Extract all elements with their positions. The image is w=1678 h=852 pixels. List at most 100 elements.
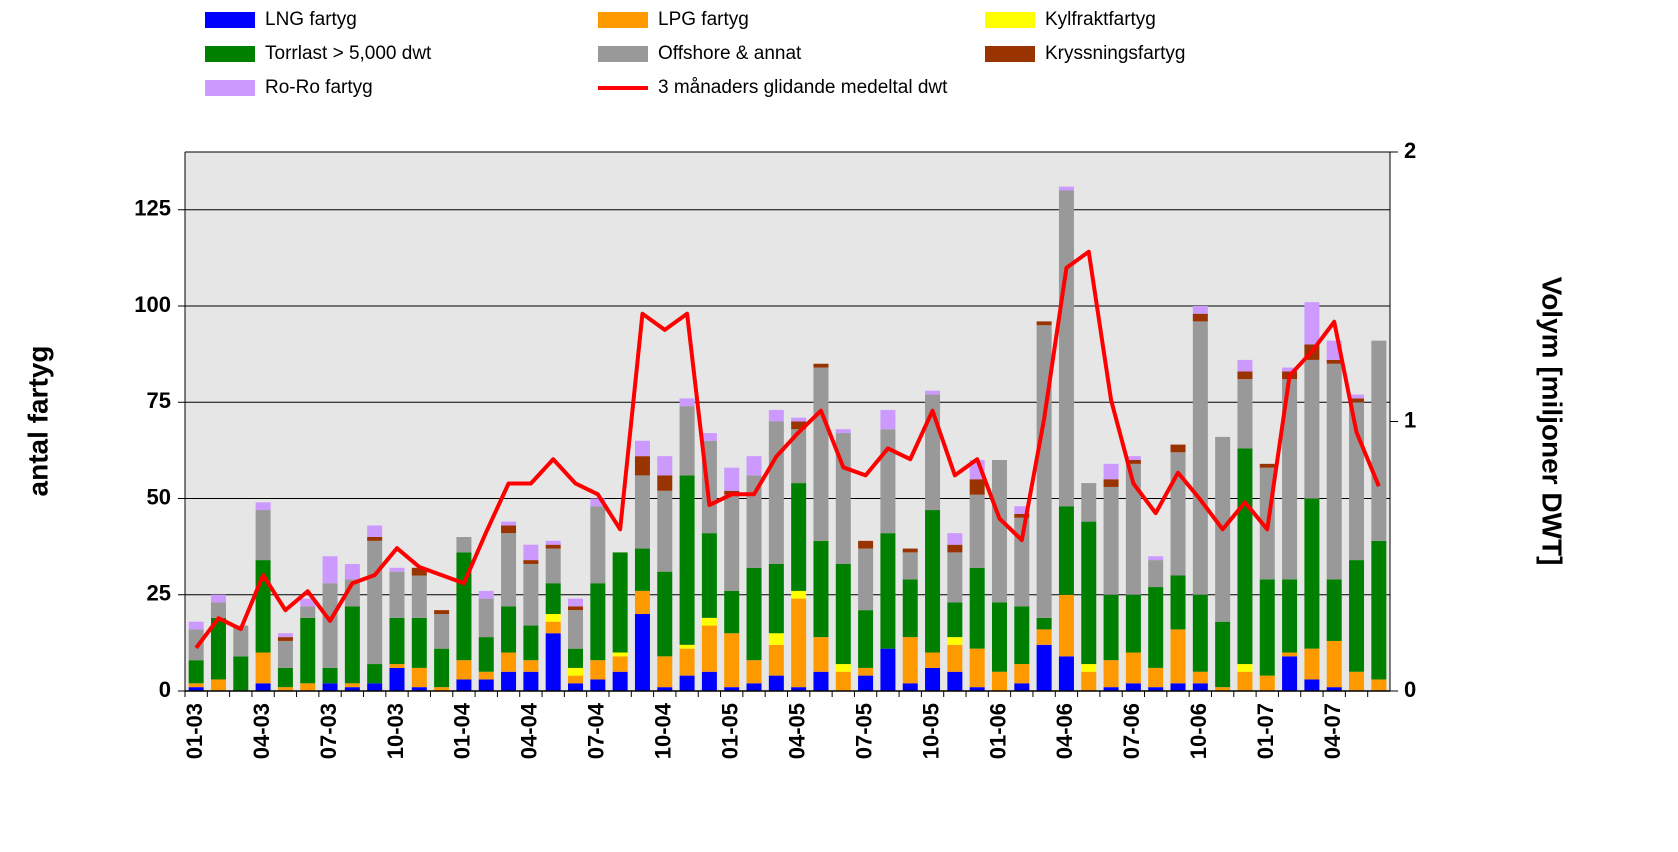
bar-segment xyxy=(501,671,517,691)
bar-segment xyxy=(813,540,829,638)
bar-segment xyxy=(746,683,762,691)
bar-segment xyxy=(344,606,360,684)
bar-segment xyxy=(255,683,271,691)
legend-swatch xyxy=(598,12,648,28)
bar-segment xyxy=(367,540,383,665)
y2-tick-label: 0 xyxy=(1404,677,1416,702)
bar-segment xyxy=(657,571,673,657)
bar-segment xyxy=(1349,398,1365,403)
bar-segment xyxy=(1081,483,1097,522)
bar-segment xyxy=(1192,306,1208,314)
bar-segment xyxy=(1125,456,1141,460)
bar-segment xyxy=(1282,579,1298,653)
bar-segment xyxy=(1103,660,1119,688)
bar-segment xyxy=(880,648,896,691)
bar-segment xyxy=(1192,313,1208,322)
bar-segment xyxy=(1058,656,1074,691)
bar-segment xyxy=(1215,687,1231,691)
bar-segment xyxy=(679,398,695,407)
bar-segment xyxy=(389,567,405,572)
bar-segment xyxy=(411,567,427,576)
bar-segment xyxy=(1371,679,1387,691)
bar-segment xyxy=(1125,460,1141,464)
x-tick-label: 07-04 xyxy=(584,702,609,759)
x-tick-label: 07-05 xyxy=(851,703,876,759)
bar-segment xyxy=(612,656,628,672)
bar-segment xyxy=(925,510,941,653)
bar-segment xyxy=(1170,575,1186,630)
bar-segment xyxy=(322,556,338,584)
bar-segment xyxy=(501,521,517,526)
x-tick-label: 10-03 xyxy=(383,703,408,759)
bar-segment xyxy=(300,606,316,618)
bar-segment xyxy=(835,429,851,434)
bar-segment xyxy=(344,563,360,580)
bar-segment xyxy=(411,575,427,618)
bar-segment xyxy=(1058,506,1074,595)
bar-segment xyxy=(724,633,740,688)
y-tick-label: 75 xyxy=(147,388,171,413)
bar-segment xyxy=(1148,560,1164,588)
bar-segment xyxy=(434,614,450,649)
bar-segment xyxy=(791,429,807,484)
bar-segment xyxy=(1326,363,1342,580)
bar-segment xyxy=(679,406,695,476)
bar-segment xyxy=(1237,448,1253,665)
bar-segment xyxy=(902,552,918,580)
x-tick-label: 01-06 xyxy=(985,703,1010,759)
bar-segment xyxy=(835,433,851,564)
bar-segment xyxy=(746,475,762,568)
bar-segment xyxy=(322,683,338,691)
bar-segment xyxy=(322,667,338,684)
bar-segment xyxy=(1148,587,1164,668)
bar-segment xyxy=(1349,560,1365,672)
x-tick-label: 04-06 xyxy=(1052,703,1077,759)
legend-label: LNG fartyg xyxy=(265,9,357,30)
bar-segment xyxy=(478,637,494,672)
bar-segment xyxy=(1304,498,1320,649)
bar-segment xyxy=(322,583,338,668)
bar-segment xyxy=(1014,513,1030,518)
bar-segment xyxy=(791,421,807,430)
bar-segment xyxy=(612,552,628,653)
bar-segment xyxy=(858,667,874,676)
bar-segment xyxy=(210,679,226,691)
bar-segment xyxy=(858,548,874,611)
bar-segment xyxy=(1326,579,1342,641)
bar-segment xyxy=(1103,463,1119,480)
bar-segment xyxy=(724,494,740,591)
bar-segment xyxy=(880,533,896,649)
bar-segment xyxy=(701,433,717,441)
bar-segment xyxy=(1237,664,1253,672)
bar-segment xyxy=(1237,379,1253,449)
bar-segment xyxy=(1349,671,1365,691)
bar-segment xyxy=(768,421,784,564)
bar-segment xyxy=(367,525,383,537)
legend-swatch xyxy=(205,46,255,62)
bar-segment xyxy=(1036,321,1052,326)
bar-segment xyxy=(813,363,829,368)
bar-segment xyxy=(925,667,941,691)
bar-segment xyxy=(590,583,606,661)
bar-segment xyxy=(791,590,807,599)
bar-segment xyxy=(545,633,561,691)
bar-segment xyxy=(947,544,963,553)
bar-segment xyxy=(1170,629,1186,684)
bar-segment xyxy=(947,637,963,645)
bar-segment xyxy=(768,644,784,676)
bar-segment xyxy=(1148,556,1164,561)
bar-segment xyxy=(969,567,985,649)
bar-segment xyxy=(590,660,606,680)
bar-segment xyxy=(277,640,293,668)
bar-segment xyxy=(835,671,851,691)
bar-segment xyxy=(389,617,405,665)
bar-segment xyxy=(590,498,606,507)
bar-segment xyxy=(188,621,204,630)
bar-segment xyxy=(1192,321,1208,595)
bar-segment xyxy=(1125,652,1141,684)
line-series xyxy=(194,249,1381,650)
bar-segment xyxy=(1058,186,1074,191)
bar-segment xyxy=(411,617,427,668)
bar-segment xyxy=(768,563,784,634)
bar-segment xyxy=(1326,359,1342,364)
